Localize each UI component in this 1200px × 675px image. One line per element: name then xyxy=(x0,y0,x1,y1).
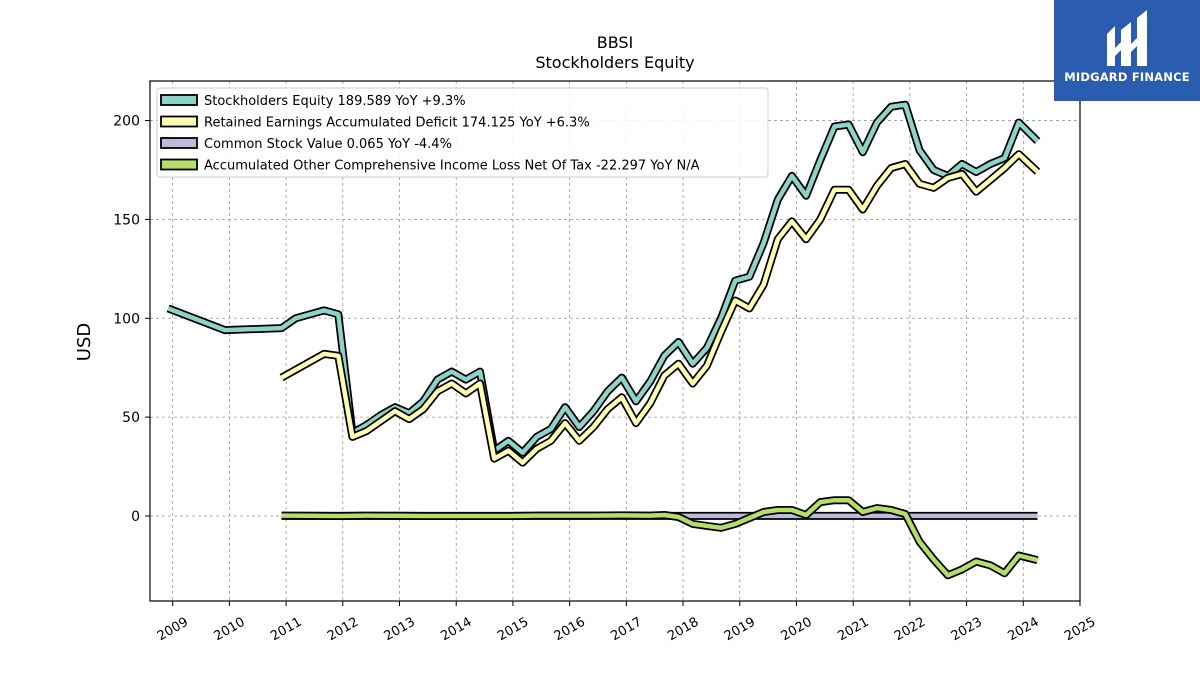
midgard-logo-icon xyxy=(1107,10,1147,66)
legend-label-2: Retained Earnings Accumulated Deficit 17… xyxy=(204,116,590,131)
x-tick-label: 2020 xyxy=(779,615,815,645)
x-tick-label: 2019 xyxy=(722,615,758,645)
legend-box xyxy=(156,87,769,178)
legend-swatch-1 xyxy=(160,94,198,106)
x-tick-label: 2021 xyxy=(835,615,871,645)
legend-swatch-4 xyxy=(160,158,198,171)
y-tick-label: 100 xyxy=(113,311,140,327)
legend-swatch-3 xyxy=(160,137,198,149)
series-line-2 xyxy=(280,151,1040,465)
series-line-1 xyxy=(167,102,1040,455)
x-tick-label: 2010 xyxy=(212,615,248,645)
brand-name: MIDGARD FINANCE xyxy=(1064,70,1190,84)
x-tick-label: 2015 xyxy=(495,615,531,645)
plot-frame xyxy=(149,80,1081,602)
x-tick-label: 2022 xyxy=(892,615,928,645)
series-line-4 xyxy=(281,497,1039,578)
x-tick-label: 2023 xyxy=(949,615,985,645)
x-tick-label: 2014 xyxy=(438,615,474,645)
x-tick-label: 2012 xyxy=(325,615,361,645)
y-tick-label: 200 xyxy=(113,114,140,130)
x-tick-label: 2011 xyxy=(268,615,304,645)
x-tick-label: 2024 xyxy=(1005,615,1041,645)
series-line-outline-4 xyxy=(281,496,1039,580)
y-axis-label: USD xyxy=(74,323,95,361)
legend-swatch-2 xyxy=(160,115,198,128)
legend-label-4: Accumulated Other Comprehensive Income L… xyxy=(204,159,700,174)
brand-logo: MIDGARD FINANCE xyxy=(1054,0,1200,101)
chart-title: BBSI xyxy=(597,33,634,52)
y-tick-label: 0 xyxy=(131,509,140,525)
x-tick-label: 2013 xyxy=(382,615,418,645)
series-line-outline-2 xyxy=(279,150,1041,467)
axis-ticks: 2009 2010 2011 2012 2013 2014 2015 2016 2017 2018… xyxy=(113,114,1098,645)
y-tick-label: 50 xyxy=(122,410,140,426)
chart-subtitle: Stockholders Equity xyxy=(535,53,694,72)
x-tick-label: 2018 xyxy=(665,615,701,645)
x-tick-label: 2025 xyxy=(1062,615,1098,645)
x-tick-label: 2016 xyxy=(552,615,588,645)
series-layer xyxy=(166,100,1041,580)
legend-label-1: Stockholders Equity 189.589 YoY +9.3% xyxy=(204,94,466,109)
y-tick-label: 150 xyxy=(113,212,140,228)
legend: Stockholders Equity 189.589 YoY +9.3% Ret… xyxy=(156,87,769,178)
legend-label-3: Common Stock Value 0.065 YoY -4.4% xyxy=(204,137,452,152)
x-tick-label: 2009 xyxy=(155,615,191,645)
x-tick-label: 2017 xyxy=(609,615,645,645)
